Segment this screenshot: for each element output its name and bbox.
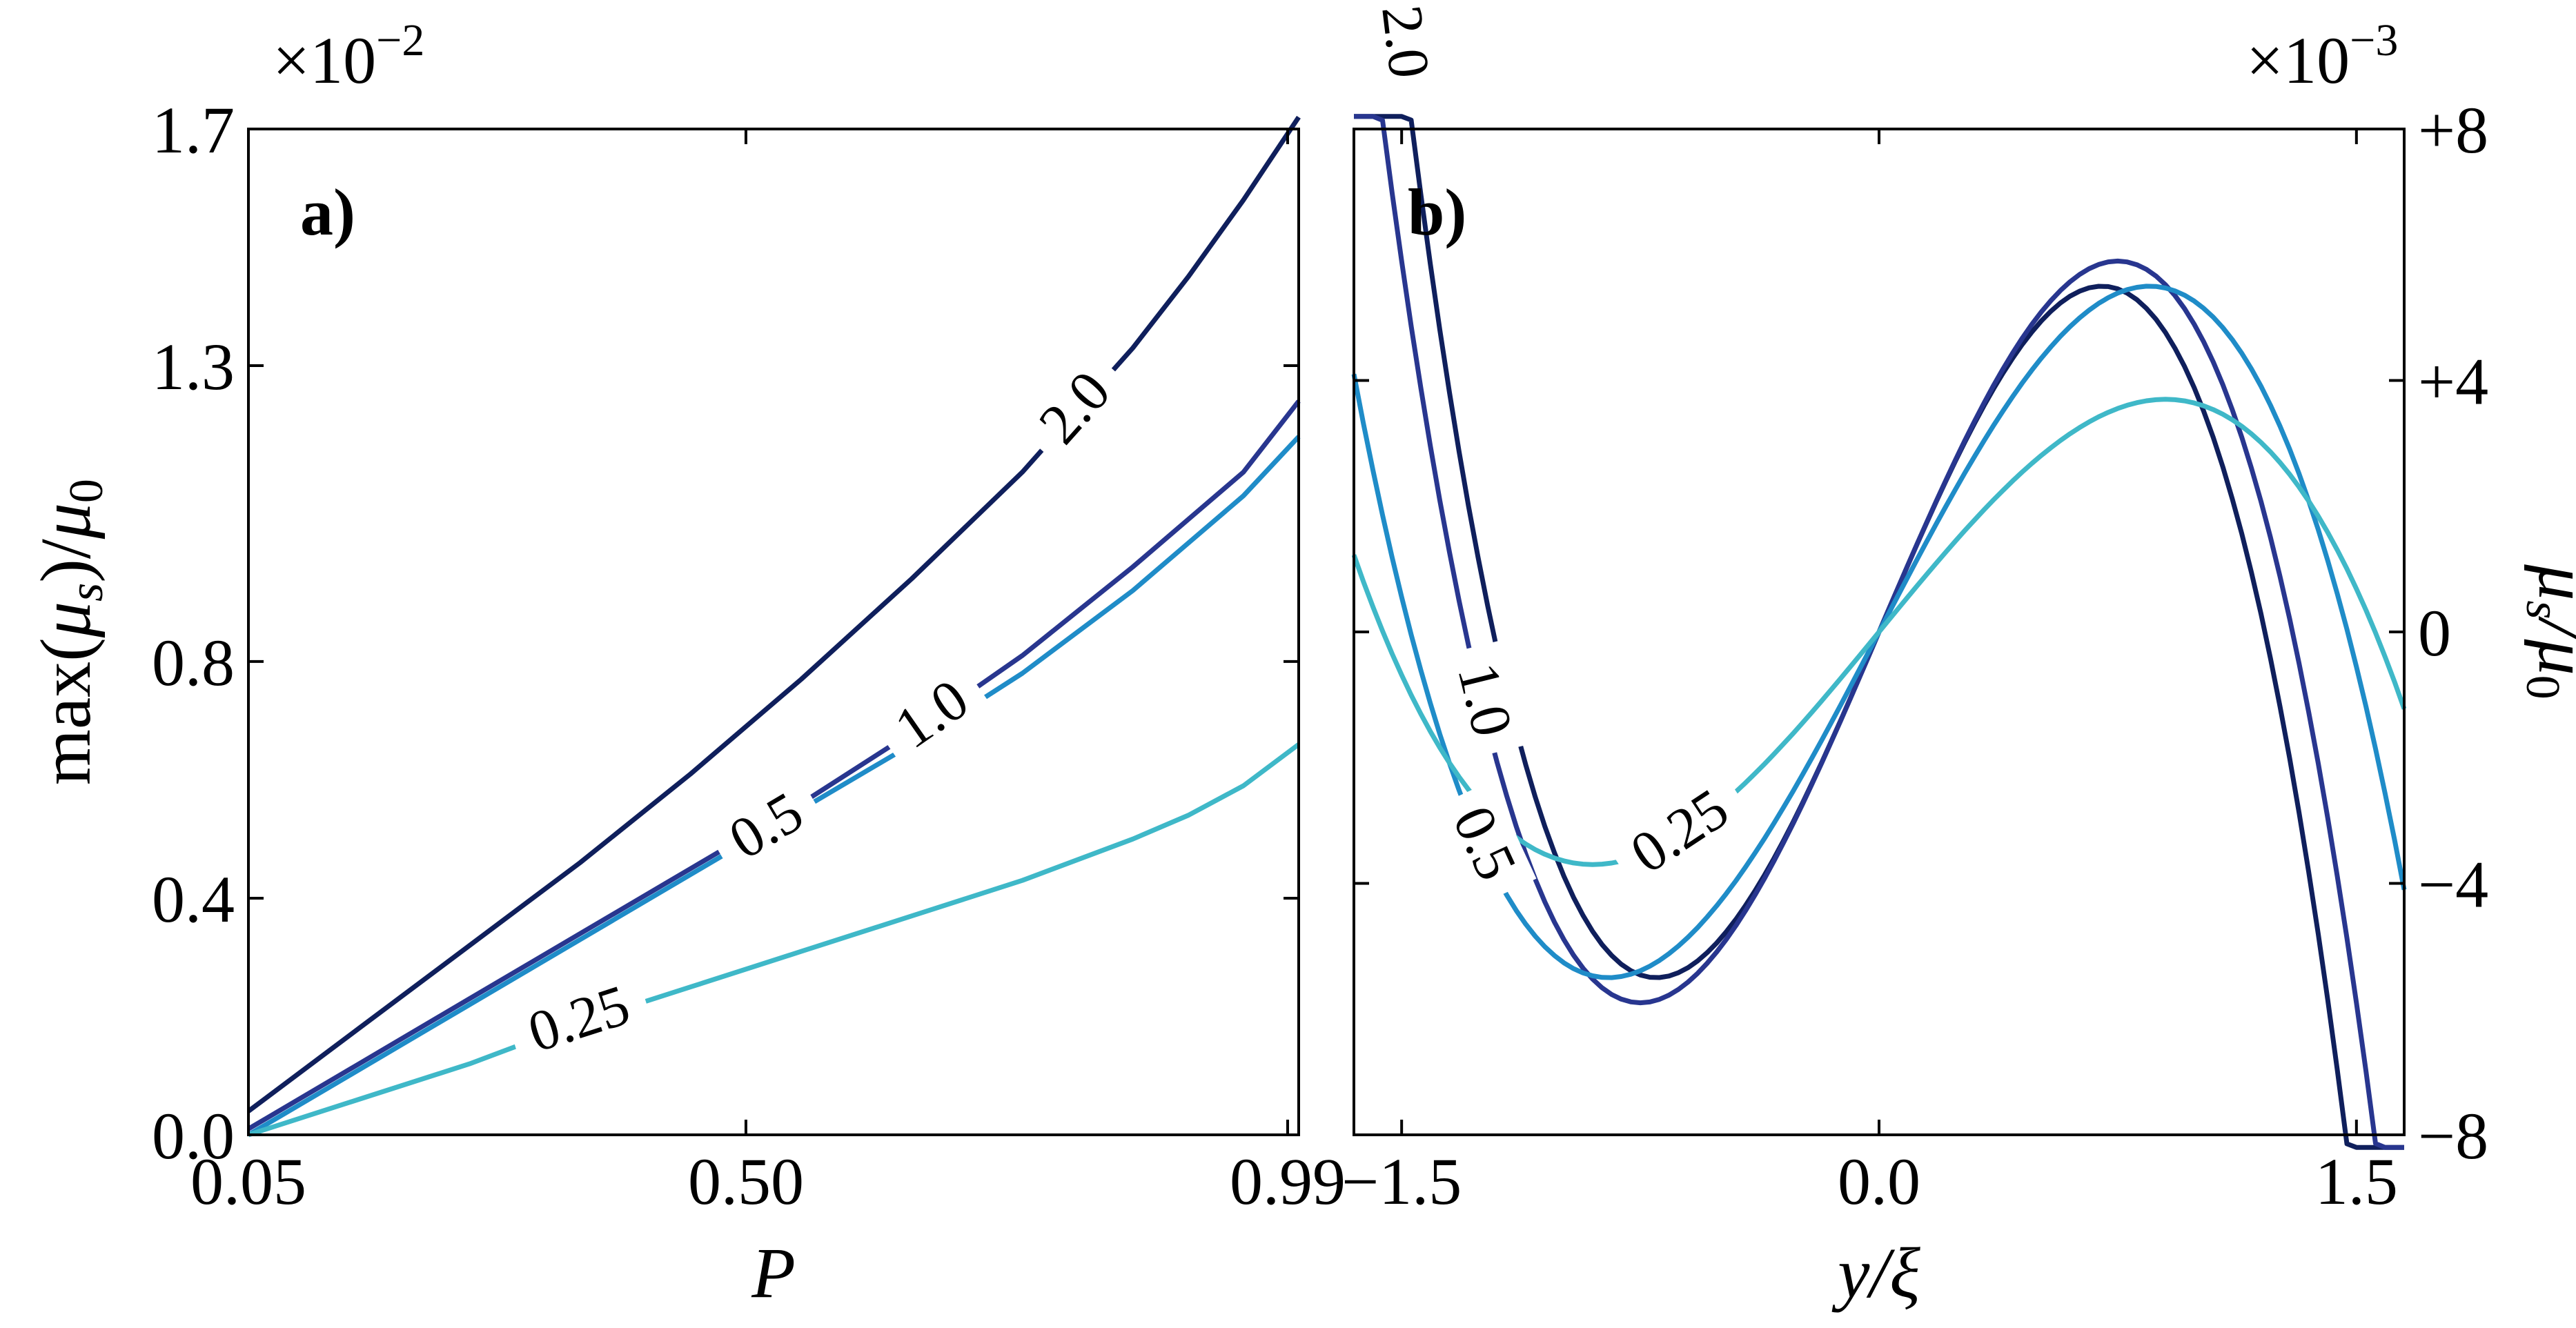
panel-a-ytick-label-4: 1.7: [152, 93, 235, 167]
panel-a-ytick-label-0: 0.0: [152, 1099, 235, 1173]
panel-b-curve-label-mask-3: [1604, 766, 1750, 889]
panel-a-ytick-label-3: 1.3: [152, 330, 235, 404]
panel-a-curve-labels: 2.01.00.50.25: [503, 346, 1128, 1065]
panel-a-curve-label-3: 0.25: [521, 973, 637, 1064]
panel-b-ytick-label-3: −4: [2418, 848, 2488, 922]
panel-a-curve-label-mask-1: [869, 657, 990, 764]
panel-a-series-line-0: [246, 115, 1301, 1113]
panel-b-curve-label-mask-0: [1376, 0, 1444, 98]
panel-a-ytick-label-2: 0.8: [152, 626, 235, 700]
panel-b-curve-label-group-3: 0.25: [1604, 766, 1750, 889]
panel-a-series: [246, 115, 1301, 1138]
panel-a-label: a): [300, 175, 355, 249]
panel-b-ytick-label-4: −8: [2418, 1099, 2488, 1173]
panel-a-curve-label-mask-3: [503, 967, 652, 1062]
panel-b-series-line-3: [1351, 397, 2407, 867]
panel-a-xtick-label-2: 0.99: [1230, 1144, 1346, 1218]
panel-b-ylabel: μs/μ0: [2516, 564, 2576, 700]
panel-a-curve-label-mask-2: [703, 771, 825, 873]
panel-b-curve-label-mask-2: [1441, 780, 1537, 902]
panel-b-ytick-label-0: +8: [2418, 93, 2488, 167]
panel-a-xlabel: P: [751, 1233, 796, 1313]
panel-a-xtick-label-0: 0.05: [190, 1144, 306, 1218]
panel-b-label: b): [1408, 175, 1466, 249]
panel-a-ticks: 0.05 0.50 0.99 0.0 0.4 0.8 1.3 1.7: [152, 93, 1346, 1218]
panel-b-xtick-label-0: −1.5: [1341, 1144, 1462, 1218]
panel-b-xtick-label-1: 0.0: [1838, 1144, 1920, 1218]
panel-b-xtick-label-2: 1.5: [2315, 1144, 2398, 1218]
panel-a: 2.01.00.50.25 0.05 0.50 0.990.00.40.81.31.…: [26, 15, 1346, 1313]
panel-a-xtick-label-1: 0.50: [688, 1144, 804, 1218]
panel-b-ytick-label-1: +4: [2418, 345, 2488, 419]
panel-a-series-line-1: [247, 399, 1301, 1131]
panel-b-curve-label-group-1: 1.0: [1445, 640, 1529, 758]
panel-b-curve-label-1: 1.0: [1445, 657, 1525, 742]
panel-b-ytick-label-2: 0: [2418, 596, 2451, 670]
panel-b-curve-label-mask-1: [1449, 640, 1529, 758]
panel-a-ylabel: max(μs)/μ0: [26, 479, 113, 785]
panel-a-curve-label-group-1: 1.0: [869, 657, 990, 764]
panel-b-ticks: −1.5 0.0 1.5 +8 +4 0 −4 −8: [1341, 93, 2488, 1218]
panel-a-frame: [247, 128, 1300, 1136]
panel-a-series-line-3: [247, 742, 1301, 1138]
panel-a-ytick-label-1: 0.4: [152, 862, 235, 936]
panel-b-scale: ×10−3: [2246, 15, 2398, 97]
panel-a-scale: ×10−2: [273, 15, 424, 97]
panel-b-curve-labels: 2.01.00.5 0.25: [1369, 0, 1750, 902]
panel-a-curve-label-group-3: 0.25: [503, 967, 652, 1065]
panel-b-curve-label-0: 2.0: [1369, 2, 1442, 81]
panel-b-xlabel: y/ξ: [1831, 1233, 1920, 1313]
panel-b: 2.01.00.5 0.25 −1.5 0.0 1.5+8+40−4−8 b) ×10…: [1341, 0, 2576, 1313]
panel-a-curve-label-mask-0: [1014, 346, 1128, 464]
panel-b-curve-label-group-0: 2.0: [1369, 0, 1444, 98]
panel-a-series-line-2: [247, 435, 1301, 1138]
panel-a-curve-label-group-2: 0.5: [703, 771, 825, 873]
panel-b-series: [1351, 114, 2407, 1150]
